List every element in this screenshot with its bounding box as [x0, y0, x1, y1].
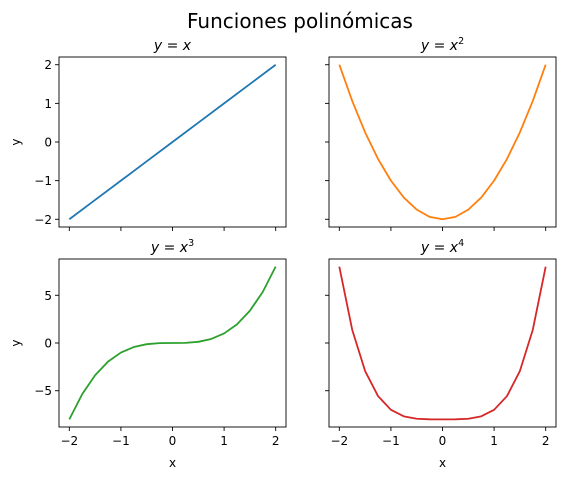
subplot-title: y = x	[153, 38, 192, 54]
series-line	[68, 266, 277, 420]
series-line	[338, 266, 547, 421]
y-tick-label: 2	[44, 58, 52, 72]
x-tick-label: 2	[542, 434, 550, 448]
subplot-4: −2 −1 0 1 2 y = x4 x	[325, 238, 557, 470]
x-tick-label: −1	[112, 434, 130, 448]
series-line	[338, 64, 547, 221]
axes-frame	[328, 56, 557, 228]
y-axis-label: y	[9, 138, 23, 145]
x-axis-label: x	[439, 456, 446, 470]
x-tick-label: 0	[169, 434, 177, 448]
x-tick-label: 0	[439, 434, 447, 448]
figure-suptitle: Funciones polinómicas	[187, 9, 413, 33]
x-tick-label: 1	[220, 434, 228, 448]
x-tick-label: 1	[490, 434, 498, 448]
y-tick-label: 0	[44, 337, 52, 351]
x-axis-label: x	[169, 456, 176, 470]
x-tick-label: 2	[272, 434, 280, 448]
y-tick-label: −5	[34, 384, 52, 398]
x-tick-label: −1	[382, 434, 400, 448]
y-tick-label: 1	[44, 97, 52, 111]
subplot-title: y = x4	[420, 238, 464, 256]
y-tick-label: −2	[34, 213, 52, 227]
subplot-1: −2 −1 0 1 2 y = x y	[9, 38, 287, 231]
x-tick-label: −2	[330, 434, 348, 448]
subplot-3: −2 −1 0 1 2 −5 0 5 y = x3 x y	[9, 238, 287, 470]
y-tick-label: −1	[34, 174, 52, 188]
x-tick-label: −2	[60, 434, 78, 448]
y-axis-label: y	[9, 339, 23, 346]
subplot-2: y = x2	[325, 36, 557, 231]
subplot-title: y = x3	[150, 238, 194, 256]
y-tick-label: 5	[44, 289, 52, 303]
axes-frame	[328, 258, 557, 428]
y-tick-label: 0	[44, 136, 52, 150]
subplot-title: y = x2	[420, 36, 464, 54]
series-line	[68, 64, 277, 220]
